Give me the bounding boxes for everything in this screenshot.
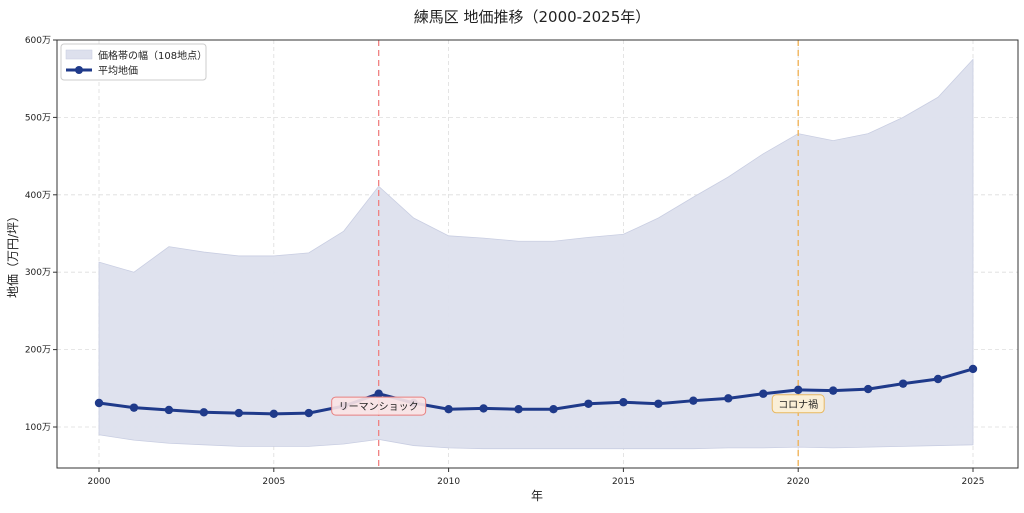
- event-annotations: リーマンショック コロナ禍: [331, 394, 825, 416]
- svg-text:2005: 2005: [262, 477, 285, 487]
- svg-text:100万: 100万: [25, 423, 51, 433]
- svg-text:2015: 2015: [612, 477, 635, 487]
- chart-title: 練馬区 地価推移（2000-2025年）: [414, 8, 651, 26]
- svg-text:500万: 500万: [25, 113, 51, 123]
- y-axis-ticks: 100万 200万 300万 400万 500万 600万: [25, 36, 57, 433]
- y-axis-label: 地価（万円/坪）: [6, 210, 20, 298]
- price-range-band: [98, 58, 974, 450]
- legend: 価格帯の幅（108地点） 平均地価: [60, 43, 207, 81]
- svg-text:リーマンショック: リーマンショック: [339, 401, 419, 413]
- x-axis-ticks: 2000 2005 2010 2015 2020 2025: [88, 468, 985, 487]
- svg-text:2020: 2020: [787, 477, 810, 487]
- legend-line-label: 平均地価: [98, 64, 138, 77]
- legend-band-swatch: [65, 49, 93, 60]
- x-axis-label: 年: [531, 489, 543, 503]
- legend-marker: [75, 66, 83, 74]
- svg-text:コロナ禍: コロナ禍: [778, 398, 818, 411]
- legend-band-label: 価格帯の幅（108地点）: [98, 49, 207, 62]
- average-price-line: [94, 364, 978, 419]
- svg-text:2025: 2025: [962, 477, 985, 487]
- svg-text:600万: 600万: [25, 36, 51, 46]
- svg-text:300万: 300万: [25, 268, 51, 278]
- svg-text:2010: 2010: [437, 477, 460, 487]
- event-lines: [378, 40, 799, 468]
- plot-frame: [56, 39, 1019, 469]
- svg-text:200万: 200万: [25, 346, 51, 356]
- svg-text:400万: 400万: [25, 191, 51, 201]
- legend-box: [60, 43, 207, 81]
- svg-text:2000: 2000: [88, 477, 111, 487]
